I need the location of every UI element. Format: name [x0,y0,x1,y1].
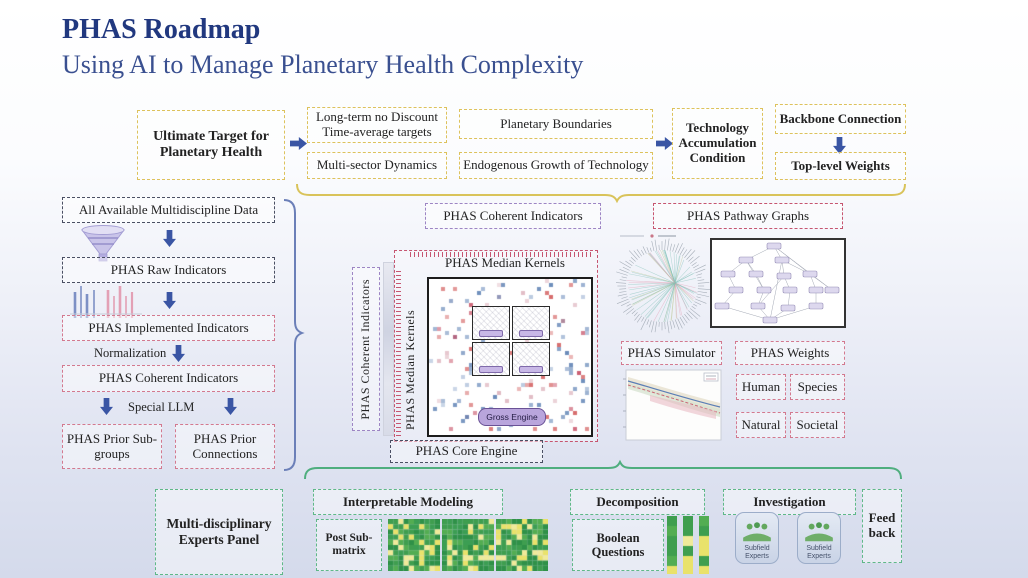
interpretable-modeling-box: Interpretable Modeling [313,489,503,515]
tick-border-decoration [396,268,401,436]
multi-sector-box: Multi-sector Dynamics [307,152,447,179]
arrow-down-icon [224,398,237,415]
coherent-indicators-vertical-box: PHAS Coherent Indicators [352,267,380,431]
special-llm-label: Special LLM [128,400,195,414]
arrow-down-icon [172,345,185,362]
median-kernels-vertical-label: PHAS Median Kernels [403,309,417,430]
simulator-chart-image [620,369,722,441]
implemented-indicators-box: PHAS Implemented Indicators [62,315,275,341]
arrow-right-icon [656,137,673,150]
submatrix-pill [519,330,543,337]
boolean-questions-box: Boolean Questions [572,519,664,571]
posterior-matrix-image [442,519,494,571]
long-term-box: Long-term no Discount Time-average targe… [307,107,447,143]
submatrix-pill [479,330,503,337]
subfield-experts-icon: Subfield Experts [797,512,841,564]
kernel-matrix-image: Gross Engine [427,277,593,437]
subfield-experts-icon: Subfield Experts [735,512,779,564]
post-submatrix-box: Post Sub-matrix [316,519,382,571]
experts-group-icon [743,522,771,542]
experts-group-icon [805,522,833,542]
pathway-dag-image [710,238,846,328]
tech-accumulation-box: Technology Accumulation Condition [672,108,763,179]
arrow-down-icon [163,230,176,247]
all-data-box: All Available Multidiscipline Data [62,197,275,223]
submatrix-cell [472,306,510,340]
page-title: PHAS Roadmap [62,14,261,45]
green-brace [304,459,902,480]
coherent-indicators-center-box: PHAS Coherent Indicators [425,203,601,229]
indicator-strip-image [383,262,394,436]
arrow-down-icon [100,398,113,415]
top-level-weights-box: Top-level Weights [775,152,906,180]
feedback-box: Feed back [862,489,902,563]
boolean-strip-image [699,516,709,574]
weights-box: PHAS Weights [735,341,845,365]
decomposition-box: Decomposition [570,489,705,515]
submatrix-cell [472,342,510,376]
arrow-down-icon [163,292,176,309]
boolean-strip-image [683,516,693,574]
arrow-right-icon [290,137,307,150]
prior-connections-box: PHAS Prior Connections [175,424,275,469]
simulator-box: PHAS Simulator [621,341,722,365]
tick-border-decoration [410,252,594,257]
weight-natural-box: Natural [736,412,786,438]
raw-indicators-box: PHAS Raw Indicators [62,257,275,283]
posterior-matrix-image [496,519,548,571]
subfield-experts-label: Subfield Experts [806,545,832,560]
posterior-matrix-image [388,519,440,571]
planetary-boundaries-box: Planetary Boundaries [459,109,653,139]
prior-subgroups-box: PHAS Prior Sub-groups [62,424,162,469]
subfield-experts-label: Subfield Experts [744,545,770,560]
normalization-label: Normalization [94,346,167,360]
weight-societal-box: Societal [790,412,845,438]
ultimate-target-box: Ultimate Target for Planetary Health [137,110,285,180]
investigation-box: Investigation [723,489,856,515]
submatrix-pill [479,366,503,373]
coherent-indicators-vertical-label: PHAS Coherent Indicators [358,278,373,420]
boolean-strip-image [667,516,677,574]
median-kernels-label: PHAS Median Kernels [445,255,565,270]
core-engine-box: PHAS Core Engine [390,440,543,463]
endogenous-growth-box: Endogenous Growth of Technology [459,152,653,179]
pathway-graphs-box: PHAS Pathway Graphs [653,203,843,229]
barcode-icon [70,284,142,326]
backbone-connection-box: Backbone Connection [775,104,906,134]
blue-brace [283,199,305,471]
experts-panel-box: Multi-disciplinary Experts Panel [155,489,283,575]
submatrix-cell [512,306,550,340]
weight-species-box: Species [790,374,845,400]
page-subtitle: Using AI to Manage Planetary Health Comp… [62,50,584,79]
submatrix-pill [519,366,543,373]
yellow-brace [296,183,906,204]
coherent-indicators-left-box: PHAS Coherent Indicators [62,365,275,392]
submatrix-cell [512,342,550,376]
weight-human-box: Human [736,374,786,400]
radial-graph-image [615,230,714,334]
gross-engine-pill: Gross Engine [478,408,546,426]
submatrix-grid [472,306,550,376]
